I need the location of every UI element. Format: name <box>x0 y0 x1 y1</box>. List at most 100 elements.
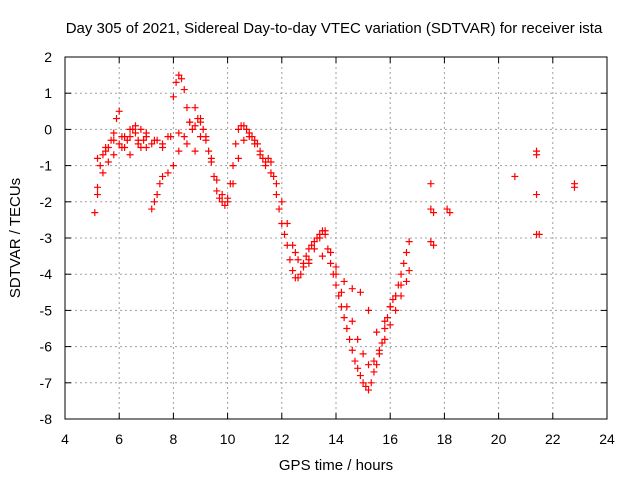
data-point <box>131 122 139 130</box>
data-point <box>172 78 180 86</box>
data-point <box>96 162 104 170</box>
data-point <box>316 234 324 242</box>
data-point <box>343 325 351 332</box>
x-tick-label: 22 <box>545 431 561 447</box>
data-point <box>359 350 367 358</box>
x-tick-labels: 4 6 8 10 12 14 16 18 20 22 24 <box>61 431 615 447</box>
data-point <box>381 317 389 325</box>
data-point <box>159 172 167 180</box>
data-point <box>389 296 397 304</box>
data-point <box>535 230 543 238</box>
data-point <box>91 209 99 217</box>
data-point <box>392 292 400 300</box>
data-point <box>262 162 270 170</box>
data-point <box>289 267 297 275</box>
data-point <box>267 158 275 166</box>
data-point <box>205 147 213 155</box>
data-point <box>286 256 294 264</box>
data-point <box>272 180 280 188</box>
data-point <box>134 136 142 144</box>
data-point <box>150 136 158 144</box>
data-point <box>305 259 313 267</box>
x-tick-label: 6 <box>115 431 123 447</box>
data-point <box>299 263 307 271</box>
y-tick-label: 1 <box>44 85 52 101</box>
data-point <box>356 288 364 296</box>
data-point <box>137 125 145 133</box>
data-point <box>104 158 112 166</box>
data-point <box>243 125 251 133</box>
data-point <box>126 125 134 133</box>
data-point <box>392 306 400 314</box>
data-point <box>511 172 519 180</box>
data-point <box>281 230 289 238</box>
data-point <box>112 115 120 123</box>
data-point <box>381 325 389 332</box>
data-point <box>332 281 340 289</box>
data-point <box>348 285 356 293</box>
data-point <box>402 248 410 256</box>
data-point <box>169 162 177 170</box>
data-point <box>310 238 318 246</box>
data-point <box>229 162 237 170</box>
data-point <box>213 176 221 184</box>
data-point <box>150 198 158 206</box>
series-2 <box>94 129 405 336</box>
data-point <box>351 357 359 365</box>
data-point <box>153 191 161 199</box>
data-point <box>142 129 150 137</box>
data-point <box>118 144 126 151</box>
grid <box>65 57 607 419</box>
y-tick-label: -3 <box>40 230 53 246</box>
data-point <box>191 104 199 112</box>
data-point <box>327 259 335 267</box>
data-point <box>321 227 329 235</box>
data-point <box>175 71 183 79</box>
data-point <box>348 346 356 354</box>
data-point <box>232 140 240 148</box>
data-point <box>126 151 134 159</box>
data-point <box>430 209 438 217</box>
data-point <box>175 147 183 155</box>
data-point <box>197 115 204 123</box>
plot-frame <box>64 56 608 420</box>
data-point <box>294 274 302 282</box>
data-point <box>180 133 188 141</box>
data-point <box>191 147 199 155</box>
data-point <box>346 335 354 343</box>
y-tick-label: -4 <box>40 266 53 282</box>
data-point <box>99 169 107 177</box>
data-point <box>234 125 242 133</box>
x-tick-label: 4 <box>61 431 69 447</box>
data-point <box>207 154 215 162</box>
data-point <box>183 140 191 148</box>
x-tick-label: 16 <box>382 431 398 447</box>
data-point <box>370 357 378 365</box>
data-point <box>443 205 451 213</box>
data-point <box>197 133 204 141</box>
data-point <box>291 248 299 256</box>
data-point <box>400 259 408 267</box>
data-point <box>289 241 297 249</box>
y-tick-label: -2 <box>40 194 53 210</box>
data-point <box>427 238 435 246</box>
x-tick-label: 10 <box>220 431 236 447</box>
data-point <box>251 140 259 148</box>
data-point <box>354 335 362 343</box>
data-point <box>402 277 410 285</box>
data-point <box>240 122 248 130</box>
data-point <box>365 361 373 369</box>
data-point <box>169 93 177 101</box>
x-tick-label: 8 <box>170 431 178 447</box>
data-point <box>570 183 578 191</box>
data-point <box>110 129 118 137</box>
data-point <box>94 154 102 162</box>
data-point <box>159 144 167 151</box>
data-point <box>278 198 286 206</box>
data-point <box>131 129 139 137</box>
x-axis-title: GPS time / hours <box>279 457 393 474</box>
data-point <box>275 205 283 213</box>
data-point <box>340 277 348 285</box>
series-3 <box>427 147 578 249</box>
data-point <box>446 209 454 217</box>
